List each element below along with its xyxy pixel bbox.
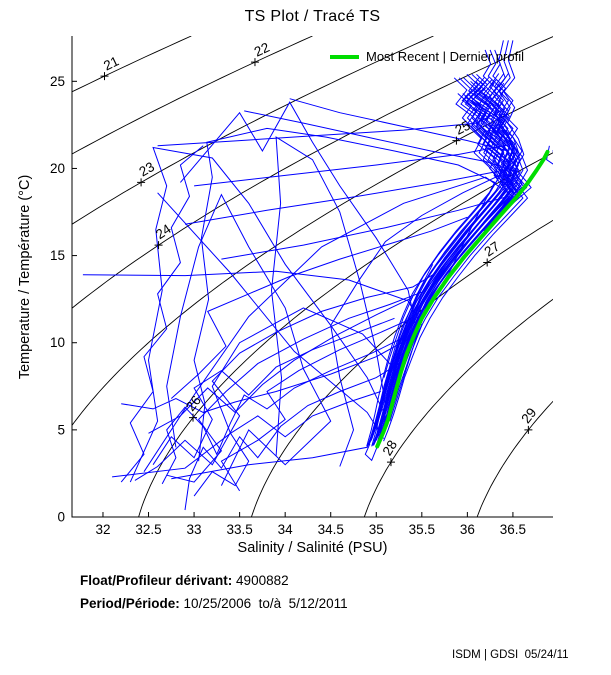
contour-label-marker [483,258,492,267]
profile-line [382,93,514,432]
profile-line [193,391,381,497]
profile-line [157,192,385,439]
most-recent-profile-group [375,149,550,449]
page-title: TS Plot / Tracé TS [244,8,381,25]
period-value: 10/25/2006 to/à 5/12/2011 [183,596,348,611]
contour-label-marker [154,241,163,250]
profile-line [388,98,504,378]
profile-line [373,76,520,446]
x-axis-label: Salinity / Salinité (PSU) [237,540,388,556]
ts-profiles [82,40,553,511]
x-tick-label: 36 [460,522,475,537]
contour-label-sigma-27: 27 [482,239,503,260]
y-tick-label: 10 [50,335,65,350]
contour-line-sigma-28 [363,298,553,517]
float-id-line: Float/Profileur dérivant: 4900882 [80,569,348,592]
contour-label-sigma-28: 28 [380,437,401,458]
contour-line-sigma-22 [72,36,313,155]
profile-line [393,98,509,378]
profile-line [120,145,204,483]
contour-label-marker [386,458,395,467]
contour-line-sigma-23 [72,36,434,225]
profile-line [193,127,496,462]
contour-labels: 21 22 23 24 25 26 27 28 29 [100,40,539,467]
contour-label-marker [100,72,109,81]
x-tick-label: 32.5 [135,522,161,537]
profile-line [170,216,468,399]
x-tick-label: 36.5 [500,522,526,537]
profile-line [375,77,512,447]
x-tick-label: 35.5 [409,522,435,537]
y-tick-label: 25 [50,74,65,89]
x-tick-label: 33.5 [226,522,252,537]
footer-stamp: ISDM | GDSI 05/24/11 [452,649,569,661]
profile-line [194,143,513,187]
profile-line [134,274,433,481]
profile-line [148,296,413,434]
axis-ticks [72,80,514,518]
profile-line [171,420,381,480]
contour-label-marker [452,136,461,145]
x-tick-label: 33 [187,522,202,537]
profile-line [166,291,422,483]
x-tick-label: 34 [278,522,294,537]
contour-line-sigma-24 [72,36,553,309]
contour-label-sigma-24: 24 [153,221,174,242]
profile-line [368,76,515,446]
profile-line [289,98,509,152]
float-id-label: Float/Profileur dérivant: [80,573,233,588]
float-id-value: 4900882 [236,573,289,588]
profile-line [270,136,386,457]
period-label: Period/Période: [80,596,180,611]
period-line: Period/Période: 10/25/2006 to/à 5/12/201… [80,592,348,615]
y-tick-label: 20 [50,161,65,176]
float-info-block: Float/Profileur dérivant: 4900882 Period… [80,569,348,615]
profile-line [221,195,509,260]
profile-line [121,338,409,413]
contour-label-marker [524,425,533,434]
legend-label: Most Recent | Dernier profil [366,49,524,64]
x-tick-label: 32 [95,522,110,537]
profile-line [220,319,409,492]
profile-line [157,108,505,147]
profile-line [372,93,504,432]
profile-line [184,363,400,511]
profile-line [152,317,395,465]
contour-line-sigma-29 [476,400,553,517]
contour-label-sigma-22: 22 [252,40,272,60]
profile-line [180,101,418,422]
y-tick-label: 5 [57,422,65,437]
y-tick-label: 0 [57,510,65,525]
profile-line [330,89,519,467]
x-tick-label: 35 [369,522,384,537]
contour-label-sigma-23: 23 [137,159,158,180]
contour-label-sigma-29: 29 [518,405,539,426]
most-recent-profile [375,149,550,449]
profile-line [244,110,518,173]
profile-line [82,270,423,427]
contour-label-marker [137,178,146,187]
contour-label-marker [189,413,198,422]
profile-line [112,264,434,478]
legend-line-swatch [330,54,359,59]
contour-label-marker [250,58,259,67]
profile-line [166,193,332,486]
contour-line-sigma-27 [250,219,553,517]
contour-line-sigma-21 [72,36,192,93]
legend: Most Recent | Dernier profil [330,49,524,64]
y-axis-label: Temperature / Température (°C) [17,174,33,380]
contour-label-sigma-25: 25 [453,118,473,138]
contour-label-sigma-26: 26 [183,393,204,414]
profile-line [383,73,529,442]
x-tick-label: 34.5 [318,522,344,537]
profile-line [184,169,504,225]
contour-label-sigma-21: 21 [101,53,121,73]
tick-labels: 32 32.5 33 33.5 34 34.5 35 35.5 36 36.5 0 5 10 15 20 25 [50,74,526,537]
y-tick-label: 15 [50,248,65,263]
profile-line [161,337,404,485]
profile-line [383,98,499,378]
